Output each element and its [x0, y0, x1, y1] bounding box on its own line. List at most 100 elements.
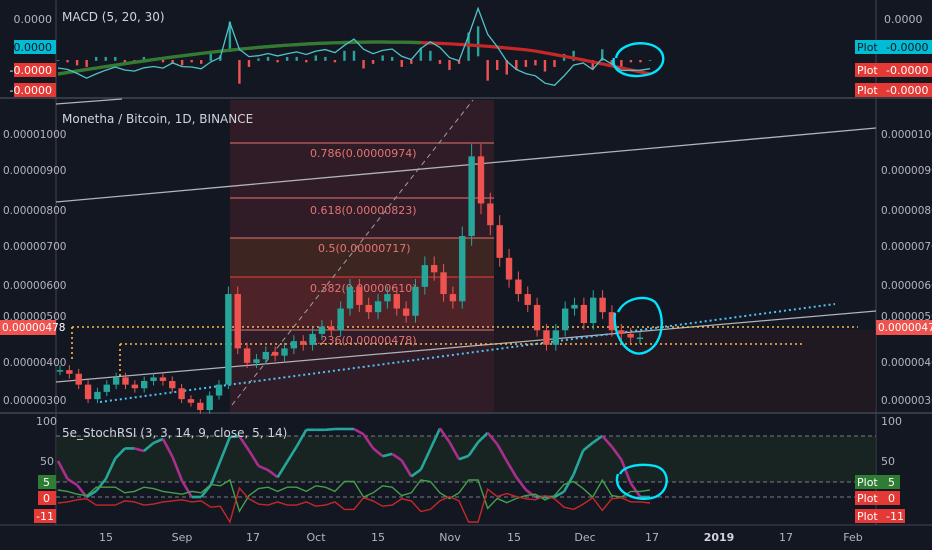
- candle[interactable]: [159, 377, 167, 382]
- candle[interactable]: [309, 333, 316, 345]
- candle[interactable]: [150, 377, 157, 382]
- candle[interactable]: [225, 294, 232, 385]
- candle[interactable]: [262, 352, 270, 360]
- candle[interactable]: [290, 341, 298, 349]
- candle[interactable]: [206, 395, 213, 410]
- candle[interactable]: [94, 391, 101, 400]
- macd-plot-tag: [855, 83, 884, 97]
- candle[interactable]: [140, 381, 148, 389]
- candle[interactable]: [131, 384, 139, 389]
- candle[interactable]: [580, 304, 588, 324]
- trendline-lower[interactable]: [55, 310, 877, 383]
- stoch-k-segment: [238, 435, 251, 452]
- macd-histogram-bar: [190, 60, 193, 63]
- candle[interactable]: [496, 225, 503, 258]
- macd-histogram-bar: [381, 55, 384, 61]
- candle[interactable]: [412, 286, 419, 316]
- candle[interactable]: [402, 308, 410, 316]
- candle[interactable]: [468, 156, 475, 237]
- stoch-k-segment: [515, 476, 527, 491]
- candle[interactable]: [524, 294, 531, 305]
- candle[interactable]: [300, 341, 307, 345]
- candle[interactable]: [271, 352, 279, 356]
- macd-histogram-bar: [419, 47, 423, 61]
- stoch-k-segment: [219, 436, 232, 462]
- candle[interactable]: [533, 304, 541, 331]
- candle[interactable]: [393, 294, 400, 309]
- trendline-upper[interactable]: [55, 127, 877, 203]
- annotation-circle-stoch[interactable]: [615, 463, 668, 500]
- candle[interactable]: [440, 272, 447, 295]
- stoch-k-segment: [496, 443, 508, 462]
- macd-axis-right-label: -0.0000: [886, 84, 928, 97]
- candle[interactable]: [571, 304, 578, 309]
- candles-group[interactable]: [56, 143, 644, 414]
- candle[interactable]: [281, 348, 288, 356]
- macd-histogram-bar: [171, 60, 174, 64]
- candle[interactable]: [599, 297, 606, 313]
- candle[interactable]: [346, 286, 354, 309]
- candle[interactable]: [56, 370, 64, 372]
- candle[interactable]: [618, 330, 625, 334]
- candle[interactable]: [543, 330, 550, 345]
- candle[interactable]: [103, 384, 110, 392]
- annotation-circle-macd[interactable]: [612, 42, 665, 78]
- candle[interactable]: [253, 359, 260, 363]
- fib-label-5: 0.5(0.00000717): [318, 242, 411, 255]
- candle[interactable]: [318, 326, 326, 334]
- candle[interactable]: [328, 326, 335, 331]
- fib-zone: [230, 100, 494, 412]
- candle[interactable]: [112, 377, 120, 385]
- annotation-circle-price[interactable]: [613, 296, 663, 355]
- candle[interactable]: [169, 381, 176, 389]
- macd-axis-left-label: 0.0000: [14, 13, 53, 26]
- candle[interactable]: [515, 279, 522, 295]
- candle[interactable]: [384, 294, 391, 302]
- stoch-k-segment: [66, 477, 78, 487]
- candle[interactable]: [187, 399, 195, 403]
- price-axis-left-label: 0.00001000: [3, 129, 66, 141]
- price-axis-right-label: 0.00000800: [881, 205, 932, 217]
- candle[interactable]: [374, 301, 382, 313]
- candle[interactable]: [365, 304, 372, 313]
- price-axis-left-label: 0.00000800: [3, 205, 66, 217]
- candle[interactable]: [178, 388, 185, 400]
- trendline-dotted[interactable]: [99, 303, 836, 403]
- macd-line[interactable]: [57, 6, 651, 87]
- candle[interactable]: [356, 286, 363, 305]
- candle[interactable]: [234, 294, 241, 349]
- candle[interactable]: [84, 384, 92, 400]
- fib-label-382: 0.382(0.00000610): [310, 282, 417, 295]
- candle[interactable]: [421, 265, 429, 287]
- macd-histogram-bar: [410, 60, 413, 64]
- candle[interactable]: [197, 402, 204, 410]
- stoch-k-segment: [410, 468, 422, 478]
- macd-plot-label: Plot: [857, 41, 878, 54]
- candle[interactable]: [430, 265, 438, 273]
- candle[interactable]: [459, 236, 466, 302]
- candle[interactable]: [636, 337, 644, 340]
- candle[interactable]: [505, 257, 513, 280]
- fib-band-5: [230, 238, 494, 278]
- candle[interactable]: [590, 297, 597, 324]
- candle[interactable]: [122, 377, 129, 385]
- candle[interactable]: [243, 348, 251, 363]
- price-axis-right-label: 0.00000700: [881, 241, 932, 253]
- stoch-k-line[interactable]: [56, 427, 650, 499]
- candle[interactable]: [215, 384, 223, 396]
- stoch-k-segment: [477, 431, 489, 444]
- candle[interactable]: [75, 373, 82, 385]
- candle[interactable]: [66, 370, 73, 374]
- candle[interactable]: [487, 203, 494, 226]
- stoch-plot-value: 5: [888, 476, 895, 489]
- candle[interactable]: [337, 308, 344, 331]
- stoch-red-line[interactable]: [57, 486, 651, 524]
- candle[interactable]: [552, 330, 560, 345]
- candle[interactable]: [477, 156, 485, 204]
- candle[interactable]: [449, 294, 457, 302]
- candle[interactable]: [561, 308, 569, 331]
- candle[interactable]: [627, 333, 634, 338]
- candle[interactable]: [608, 312, 616, 331]
- stoch-k-segment: [505, 460, 518, 478]
